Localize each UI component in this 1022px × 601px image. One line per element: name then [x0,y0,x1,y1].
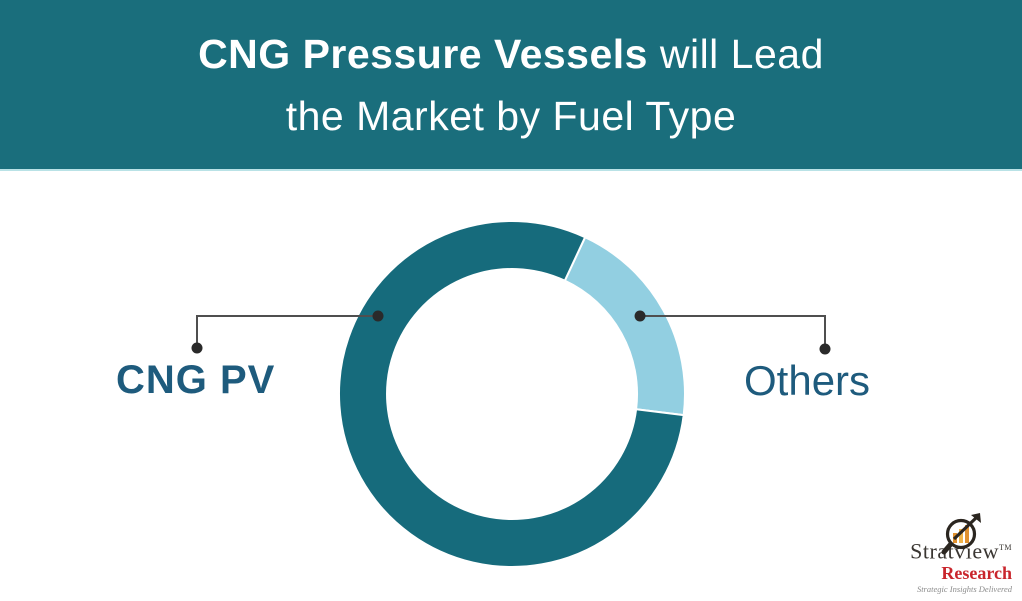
donut-slice-others [563,235,686,417]
logo-tagline: Strategic Insights Delivered [916,584,1012,594]
logo-tm-mark: TM [999,542,1012,552]
logo-brand-text: Stratview [910,538,999,563]
logo-brand-name: StratviewTM [877,512,1012,563]
leader-lines-group [196,315,826,349]
page-title-line-1: CNG Pressure Vessels will Lead [198,30,824,78]
page-title-line-2: the Market by Fuel Type [285,92,737,139]
label-cng-pv: CNG PV [116,358,276,402]
logo-research-text: Research [941,563,1012,583]
donut-slice-cng-pv [337,219,685,568]
title-bold-text: CNG Pressure Vessels [198,30,648,77]
leader-dot-others-anchor [634,310,646,322]
leader-dot-others-end [819,343,831,355]
label-others: Others [744,357,871,404]
leader-dots-group [191,310,831,355]
stratview-logo: StratviewTM Research Strategic Insights … [877,512,1012,595]
title-banner: CNG Pressure Vessels will Lead the Marke… [0,0,1022,171]
donut-slices-group [337,219,686,568]
leader-dot-cng-pv-end [191,342,203,354]
leader-dot-cng-pv-anchor [372,310,384,322]
leader-line-cng-pv [196,315,378,348]
leader-line-others [640,315,826,349]
title-regular-text: will Lead [647,30,824,77]
